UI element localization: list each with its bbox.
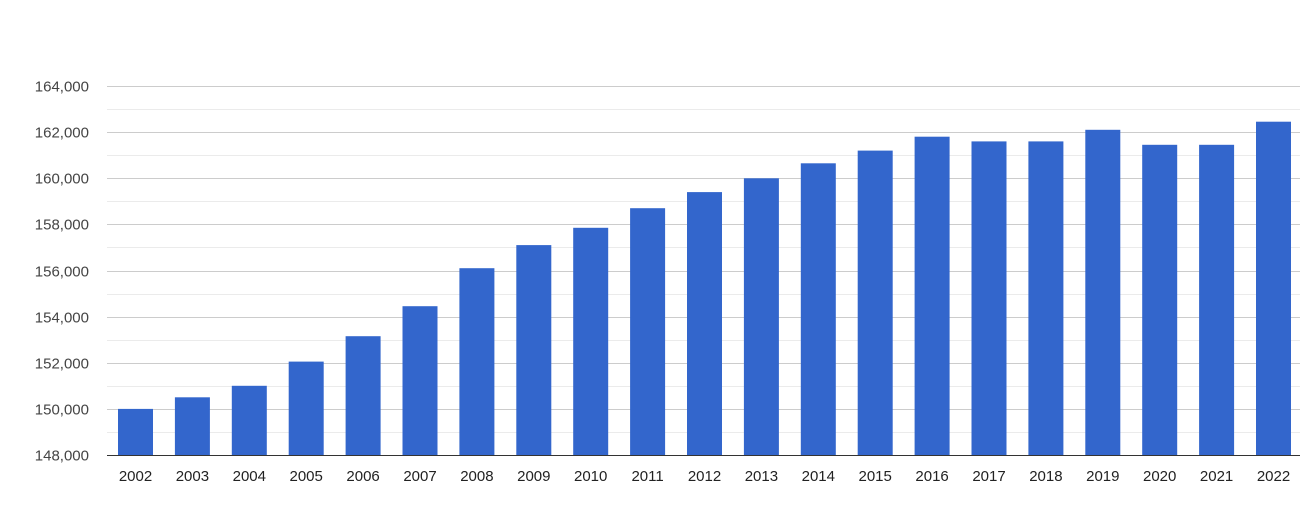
x-tick-label: 2013 — [745, 468, 778, 485]
bar-2009 — [516, 245, 552, 455]
bar-2016 — [914, 136, 950, 455]
bar-2020 — [1142, 144, 1178, 456]
bars-layer — [118, 121, 1291, 456]
x-tick-label: 2007 — [403, 468, 436, 485]
x-tick-label: 2020 — [1143, 468, 1176, 485]
x-tick-label: 2016 — [915, 468, 948, 485]
bar-2015 — [857, 150, 893, 455]
x-tick-label: 2002 — [119, 468, 152, 485]
y-tick-label: 164,000 — [35, 79, 89, 96]
y-tick-label: 148,000 — [35, 448, 89, 465]
bar-2012 — [687, 192, 722, 455]
bar-2018 — [1028, 141, 1064, 455]
bar-2022 — [1256, 121, 1291, 455]
y-tick-label: 158,000 — [35, 217, 89, 234]
bar-2021 — [1199, 144, 1235, 456]
y-axis: 148,000 150,000 152,000 154,000 156,000 158,0… — [35, 79, 89, 465]
y-tick-label: 156,000 — [35, 264, 89, 281]
x-tick-label: 2014 — [802, 468, 835, 485]
x-tick-label: 2009 — [517, 468, 550, 485]
x-tick-label: 2011 — [631, 468, 663, 485]
x-tick-label: 2005 — [290, 468, 323, 485]
y-tick-label: 160,000 — [35, 171, 89, 188]
bar-2003 — [174, 397, 210, 455]
x-tick-label: 2018 — [1029, 468, 1062, 485]
bar-2008 — [459, 268, 495, 455]
bar-2007 — [402, 306, 438, 455]
x-tick-label: 2008 — [460, 468, 493, 485]
x-tick-label: 2004 — [233, 468, 266, 485]
bar-2005 — [288, 361, 324, 455]
x-tick-label: 2012 — [688, 468, 721, 485]
bar-2013 — [743, 178, 779, 456]
x-tick-label: 2010 — [574, 468, 607, 485]
y-tick-label: 162,000 — [35, 125, 89, 142]
bar-2004 — [231, 385, 267, 455]
x-tick-label: 2006 — [346, 468, 379, 485]
bar-2011 — [630, 208, 666, 455]
x-tick-label: 2003 — [176, 468, 209, 485]
x-tick-label: 2021 — [1200, 468, 1233, 485]
y-tick-label: 150,000 — [35, 402, 89, 419]
bar-2014 — [800, 163, 836, 456]
bar-2019 — [1085, 129, 1121, 456]
bar-2002 — [118, 408, 153, 455]
bar-2006 — [345, 336, 381, 455]
x-tick-label: 2022 — [1257, 468, 1290, 485]
bar-2010 — [573, 227, 609, 455]
x-tick-label: 2015 — [859, 468, 892, 485]
x-axis: 2002 2003 2004 2005 2006 2007 2008 2009 2010 2011… — [107, 455, 1300, 485]
x-tick-label: 2017 — [972, 468, 1005, 485]
x-tick-label: 2019 — [1086, 468, 1119, 485]
y-tick-label: 154,000 — [35, 310, 89, 327]
bar-2017 — [971, 141, 1007, 455]
y-tick-label: 152,000 — [35, 356, 89, 373]
